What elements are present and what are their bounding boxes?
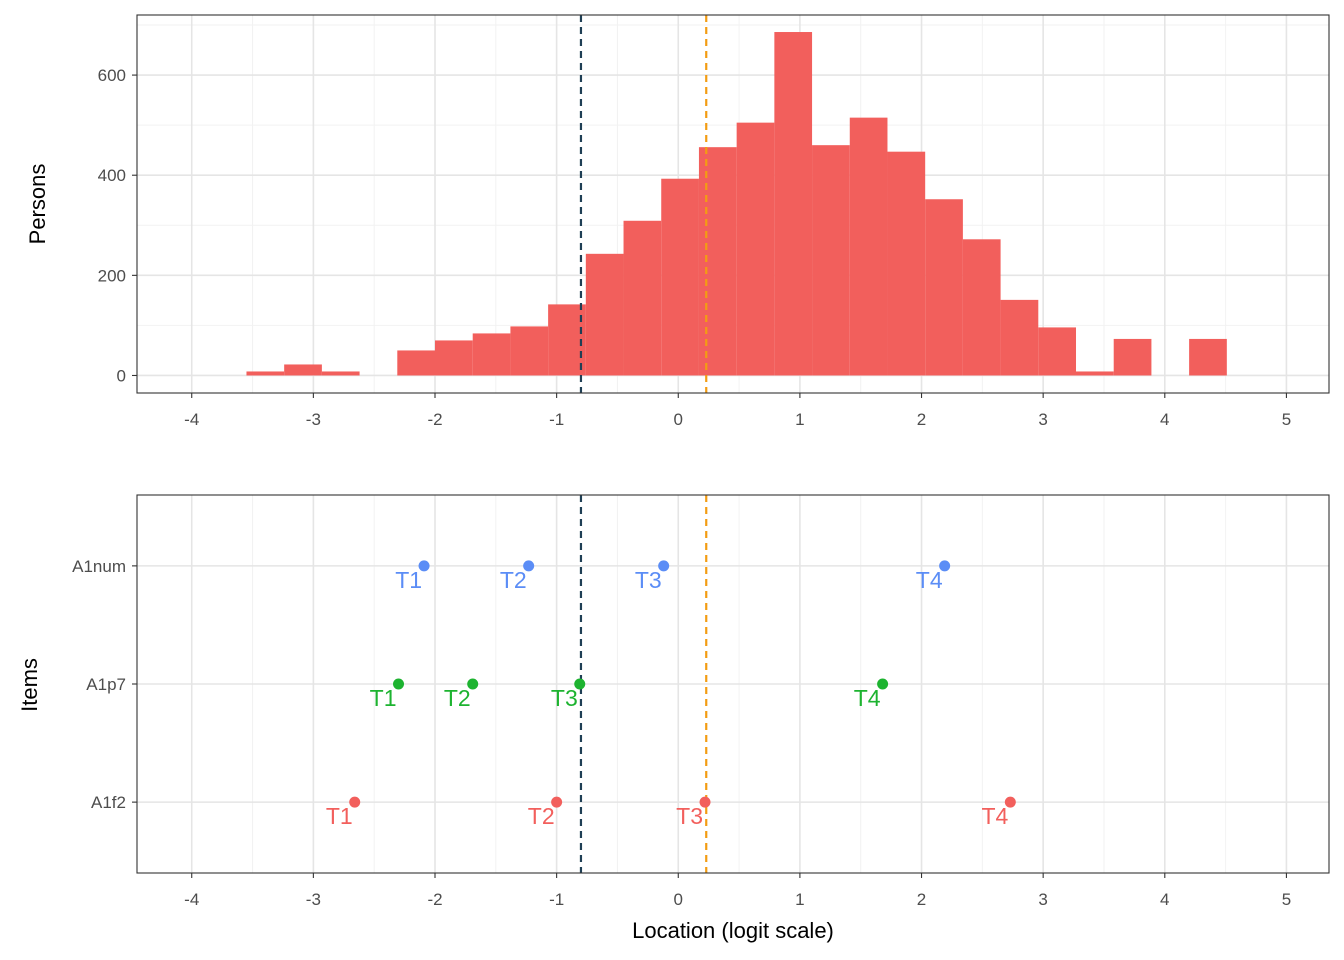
y-tick-label: 200 (98, 266, 126, 285)
x-tick-label: 2 (917, 410, 926, 429)
x-tick-label: 5 (1282, 410, 1291, 429)
histogram-bar (1000, 299, 1039, 376)
histogram-bar (849, 117, 888, 376)
histogram-bar (1038, 327, 1077, 376)
x-tick-label: 3 (1038, 410, 1047, 429)
histogram-bar (623, 220, 662, 376)
top-y-axis-ticks: 0 200 400 600 (98, 66, 137, 385)
y-tick-label: A1p7 (86, 675, 126, 694)
top-x-axis-ticks: -4 -3 -2 -1 0 1 2 3 4 5 (184, 393, 1291, 429)
x-tick-label: 4 (1160, 410, 1169, 429)
histogram-bar (887, 151, 926, 376)
threshold-label: T4 (854, 685, 881, 711)
histogram-bar (1189, 338, 1227, 376)
histogram-bar (925, 199, 963, 376)
bottom-y-axis-ticks: A1f2 A1p7 A1num (72, 557, 137, 812)
threshold-label: T1 (395, 567, 422, 593)
x-tick-label: -1 (549, 410, 564, 429)
top-reference-lines (579, 15, 708, 393)
x-tick-label: -2 (427, 410, 442, 429)
x-tick-label: -4 (184, 410, 199, 429)
threshold-point (658, 560, 670, 572)
x-tick-label: 0 (674, 890, 683, 909)
histogram-bar (435, 340, 473, 376)
items-scatter-panel: T1 T2 T3 T4 T1 T2 T3 T4 T1 T2 T3 T4 A1f2 A1p7 A1num -… (17, 494, 1330, 943)
threshold-label: T3 (635, 567, 662, 593)
histogram-bar (510, 326, 549, 376)
bottom-y-axis-title: Items (17, 658, 42, 712)
threshold-label: T1 (370, 685, 397, 711)
threshold-label: T1 (326, 803, 353, 829)
threshold-point (574, 678, 586, 690)
y-tick-label: A1num (72, 557, 126, 576)
x-tick-label: 4 (1160, 890, 1169, 909)
histogram-bar (736, 122, 775, 376)
x-tick-label: 1 (795, 410, 804, 429)
threshold-label: T3 (676, 803, 703, 829)
threshold-label: T2 (500, 567, 527, 593)
histogram-bars (246, 32, 1227, 376)
y-tick-label: A1f2 (91, 793, 126, 812)
histogram-bar (585, 253, 624, 376)
item-threshold-points: T1 T2 T3 T4 T1 T2 T3 T4 T1 T2 T3 T4 (326, 560, 1016, 829)
histogram-bar (661, 178, 699, 376)
x-tick-label: -1 (549, 890, 564, 909)
threshold-point (393, 678, 405, 690)
top-panel-border (136, 14, 1330, 394)
threshold-label: T4 (916, 567, 943, 593)
persons-histogram-panel: 0 200 400 600 -4 -3 -2 -1 0 1 2 3 4 5 Persons (25, 14, 1330, 429)
y-tick-label: 600 (98, 66, 126, 85)
threshold-label: T2 (528, 803, 555, 829)
threshold-point (1004, 796, 1016, 808)
threshold-point (418, 560, 430, 572)
threshold-label: T2 (444, 685, 471, 711)
x-tick-label: 3 (1038, 890, 1047, 909)
threshold-point (523, 560, 535, 572)
threshold-point (349, 796, 361, 808)
histogram-bar (246, 371, 285, 376)
threshold-label: T3 (551, 685, 578, 711)
bottom-x-axis-ticks: -4 -3 -2 -1 0 1 2 3 4 5 (184, 873, 1291, 909)
histogram-bar (1113, 338, 1152, 376)
histogram-bar (472, 333, 511, 376)
threshold-point (699, 796, 711, 808)
histogram-bar (698, 147, 737, 376)
threshold-point (877, 678, 889, 690)
bottom-reference-lines (579, 495, 708, 873)
histogram-bar (548, 304, 586, 376)
x-tick-label: -2 (427, 890, 442, 909)
threshold-point (467, 678, 479, 690)
histogram-bar (812, 145, 850, 376)
histogram-bar (962, 239, 1001, 376)
bottom-panel-gridlines (137, 495, 1329, 873)
histogram-bar (1076, 371, 1114, 376)
histogram-bar (321, 371, 360, 376)
histogram-bar (397, 350, 435, 376)
histogram-bar (284, 364, 322, 376)
x-tick-label: 1 (795, 890, 804, 909)
x-tick-label: -3 (306, 890, 321, 909)
x-tick-label: 0 (674, 410, 683, 429)
threshold-point (551, 796, 563, 808)
threshold-point (939, 560, 951, 572)
x-tick-label: -4 (184, 890, 199, 909)
x-tick-label: -3 (306, 410, 321, 429)
top-y-axis-title: Persons (25, 164, 50, 245)
threshold-label: T4 (981, 803, 1008, 829)
histogram-bar (774, 32, 813, 376)
y-tick-label: 400 (98, 166, 126, 185)
y-tick-label: 0 (117, 366, 126, 385)
x-tick-label: 2 (917, 890, 926, 909)
bottom-x-axis-title: Location (logit scale) (632, 918, 834, 943)
x-tick-label: 5 (1282, 890, 1291, 909)
